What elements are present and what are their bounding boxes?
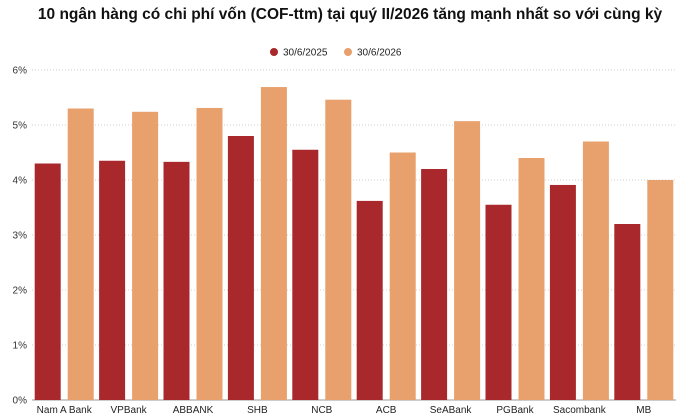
- legend-marker: [344, 48, 352, 56]
- chart-title: 10 ngân hàng có chi phí vốn (COF-ttm) tạ…: [37, 6, 663, 23]
- bar-series2: [132, 111, 159, 401]
- bar-series1: [614, 224, 641, 400]
- x-category-label: Nam A Bank: [37, 405, 93, 416]
- x-category-label: Sacombank: [553, 405, 607, 416]
- x-category-label: SHB: [247, 405, 268, 416]
- bar-series2: [67, 108, 94, 400]
- bar-series2: [325, 99, 352, 400]
- bar-series1: [549, 184, 576, 400]
- bar-series1: [485, 204, 512, 400]
- legend-label: 30/6/2026: [357, 48, 402, 59]
- bar-series1: [163, 161, 190, 400]
- x-category-label: MB: [636, 405, 651, 416]
- x-category-label: ABBANK: [173, 405, 214, 416]
- x-category-label: PGBank: [496, 405, 534, 416]
- y-tick-label: 5%: [13, 121, 28, 132]
- bar-series2: [260, 87, 287, 401]
- bar-series1: [292, 149, 319, 400]
- y-tick-label: 1%: [13, 341, 28, 352]
- bar-series1: [34, 163, 61, 400]
- legend-label: 30/6/2025: [283, 48, 328, 59]
- y-tick-label: 4%: [13, 176, 28, 187]
- x-category-label: ACB: [376, 405, 397, 416]
- bar-series2: [454, 121, 481, 401]
- x-category-label: NCB: [311, 405, 332, 416]
- x-category-label: VPBank: [111, 405, 148, 416]
- bar-series2: [389, 152, 416, 400]
- y-tick-label: 0%: [13, 396, 28, 407]
- bar-series1: [421, 169, 448, 400]
- x-category-label: SeABank: [430, 405, 473, 416]
- bar-series2: [582, 141, 609, 400]
- bar-series1: [356, 200, 383, 400]
- y-tick-label: 3%: [13, 231, 28, 242]
- y-tick-label: 6%: [13, 66, 28, 77]
- bar-series2: [518, 158, 545, 400]
- y-tick-label: 2%: [13, 286, 28, 297]
- legend-marker: [270, 48, 278, 56]
- bar-series1: [99, 160, 126, 400]
- bar-series2: [196, 107, 223, 400]
- bar-series1: [227, 136, 254, 400]
- bar-series2: [647, 180, 674, 400]
